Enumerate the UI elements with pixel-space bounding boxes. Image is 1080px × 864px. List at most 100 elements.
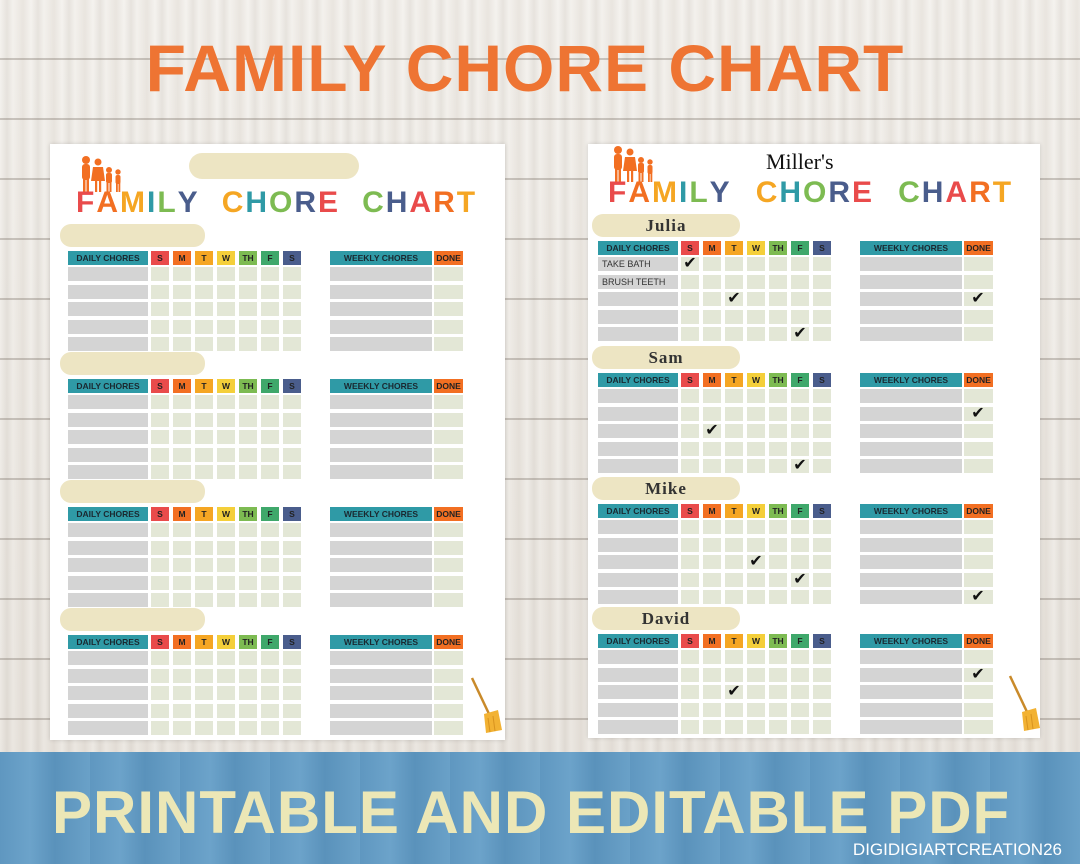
- day-checkbox[interactable]: [151, 558, 169, 572]
- day-checkbox[interactable]: [747, 572, 765, 587]
- day-checkbox[interactable]: [173, 540, 191, 555]
- day-checkbox[interactable]: [791, 389, 809, 403]
- day-checkbox[interactable]: [151, 430, 169, 444]
- day-checkbox[interactable]: [195, 686, 213, 700]
- day-checkbox[interactable]: [681, 555, 699, 569]
- done-checkbox[interactable]: [434, 686, 463, 700]
- day-checkbox[interactable]: [173, 447, 191, 462]
- day-checkbox[interactable]: [261, 319, 279, 334]
- day-checkbox[interactable]: [261, 558, 279, 572]
- day-checkbox[interactable]: [791, 520, 809, 534]
- daily-chore-field[interactable]: [68, 302, 148, 316]
- daily-chore-field[interactable]: BRUSH TEETH: [598, 274, 678, 289]
- day-checkbox[interactable]: [769, 309, 787, 324]
- day-checkbox[interactable]: [283, 540, 301, 555]
- done-checkbox[interactable]: [964, 257, 993, 271]
- done-checkbox[interactable]: [964, 274, 993, 289]
- day-checkbox[interactable]: [195, 337, 213, 351]
- day-checkbox[interactable]: [681, 667, 699, 682]
- day-checkbox[interactable]: [769, 650, 787, 664]
- weekly-chore-field[interactable]: [860, 292, 962, 306]
- daily-chore-field[interactable]: [598, 389, 678, 403]
- day-checkbox[interactable]: [725, 720, 743, 734]
- done-checkbox[interactable]: [964, 520, 993, 534]
- day-checkbox[interactable]: [283, 465, 301, 479]
- day-checkbox[interactable]: [791, 650, 809, 664]
- day-checkbox[interactable]: [195, 540, 213, 555]
- day-checkbox[interactable]: [681, 537, 699, 552]
- day-checkbox[interactable]: [151, 668, 169, 683]
- day-checkbox[interactable]: [151, 703, 169, 718]
- day-checkbox[interactable]: [239, 721, 257, 735]
- weekly-chore-field[interactable]: [330, 703, 432, 718]
- day-checkbox[interactable]: [681, 292, 699, 306]
- weekly-chore-field[interactable]: [860, 389, 962, 403]
- day-checkbox[interactable]: [703, 309, 721, 324]
- weekly-chore-field[interactable]: [330, 668, 432, 683]
- day-checkbox[interactable]: [217, 395, 235, 409]
- day-checkbox[interactable]: [217, 575, 235, 590]
- weekly-chore-field[interactable]: [330, 319, 432, 334]
- day-checkbox[interactable]: [173, 430, 191, 444]
- day-checkbox[interactable]: [261, 302, 279, 316]
- day-checkbox[interactable]: [239, 395, 257, 409]
- daily-chore-field[interactable]: [68, 319, 148, 334]
- day-checkbox[interactable]: [791, 309, 809, 324]
- day-checkbox[interactable]: [813, 685, 831, 699]
- day-checkbox[interactable]: [239, 668, 257, 683]
- day-checkbox[interactable]: [769, 590, 787, 604]
- day-checkbox[interactable]: [261, 284, 279, 299]
- day-checkbox[interactable]: [261, 523, 279, 537]
- day-checkbox[interactable]: [195, 651, 213, 665]
- day-checkbox[interactable]: [283, 703, 301, 718]
- daily-chore-field[interactable]: TAKE BATH: [598, 257, 678, 271]
- day-checkbox[interactable]: [283, 721, 301, 735]
- weekly-chore-field[interactable]: [860, 650, 962, 664]
- day-checkbox[interactable]: [681, 685, 699, 699]
- weekly-chore-field[interactable]: [860, 685, 962, 699]
- day-checkbox[interactable]: [261, 447, 279, 462]
- day-checkbox[interactable]: [725, 590, 743, 604]
- day-checkbox[interactable]: [813, 257, 831, 271]
- day-checkbox[interactable]: [747, 537, 765, 552]
- day-checkbox[interactable]: [283, 558, 301, 572]
- day-checkbox[interactable]: [681, 650, 699, 664]
- daily-chore-field[interactable]: [598, 720, 678, 734]
- day-checkbox[interactable]: [283, 319, 301, 334]
- family-name-field[interactable]: [189, 153, 359, 179]
- day-checkbox[interactable]: [747, 459, 765, 473]
- weekly-chore-field[interactable]: [330, 540, 432, 555]
- done-checkbox[interactable]: [434, 540, 463, 555]
- day-checkbox[interactable]: [681, 572, 699, 587]
- day-checkbox[interactable]: [283, 284, 301, 299]
- weekly-chore-field[interactable]: [860, 257, 962, 271]
- daily-chore-field[interactable]: [598, 520, 678, 534]
- daily-chore-field[interactable]: [68, 465, 148, 479]
- day-checkbox[interactable]: [813, 555, 831, 569]
- day-checkbox[interactable]: [217, 465, 235, 479]
- day-checkbox[interactable]: [769, 441, 787, 456]
- day-checkbox[interactable]: [239, 523, 257, 537]
- day-checkbox[interactable]: [217, 703, 235, 718]
- day-checkbox[interactable]: [703, 720, 721, 734]
- day-checkbox[interactable]: [813, 292, 831, 306]
- day-checkbox[interactable]: [703, 459, 721, 473]
- day-checkbox[interactable]: [217, 412, 235, 427]
- weekly-chore-field[interactable]: [330, 395, 432, 409]
- day-checkbox[interactable]: [725, 572, 743, 587]
- day-checkbox[interactable]: [173, 465, 191, 479]
- day-checkbox[interactable]: [747, 389, 765, 403]
- weekly-chore-field[interactable]: [330, 558, 432, 572]
- day-checkbox[interactable]: [747, 720, 765, 734]
- day-checkbox[interactable]: [239, 703, 257, 718]
- day-checkbox[interactable]: [681, 389, 699, 403]
- day-checkbox[interactable]: [703, 257, 721, 271]
- daily-chore-field[interactable]: [598, 327, 678, 341]
- day-checkbox[interactable]: [747, 257, 765, 271]
- daily-chore-field[interactable]: [598, 590, 678, 604]
- day-checkbox[interactable]: [217, 721, 235, 735]
- day-checkbox[interactable]: [725, 667, 743, 682]
- done-checkbox[interactable]: [434, 651, 463, 665]
- done-checkbox[interactable]: [964, 424, 993, 438]
- day-checkbox[interactable]: [681, 441, 699, 456]
